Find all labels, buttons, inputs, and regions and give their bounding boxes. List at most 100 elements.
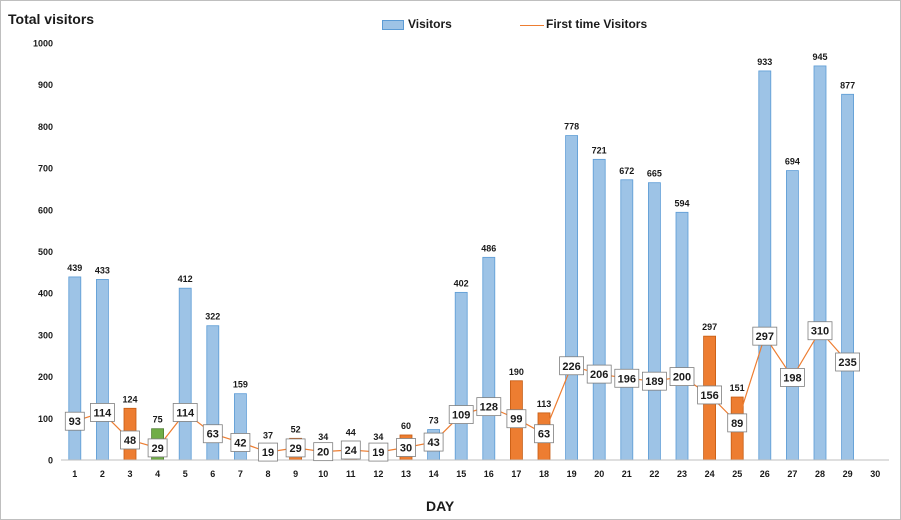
legend-swatch-visitors [382, 20, 404, 30]
bar-visitors [620, 179, 634, 461]
bar-value-label: 721 [592, 145, 607, 155]
bar-visitors [758, 70, 772, 461]
line-label-box [285, 438, 306, 458]
bar-value-label: 151 [730, 383, 745, 393]
line-label-box [313, 442, 334, 462]
line-value-label: 93 [69, 416, 81, 428]
line-value-label: 48 [124, 435, 136, 447]
bar-value-label: 75 [153, 415, 163, 425]
line-label-box [476, 397, 502, 417]
bar-value-label: 73 [429, 416, 439, 426]
bar-value-label: 297 [702, 322, 717, 332]
x-tick-label: 2 [100, 469, 105, 479]
y-tick-label: 200 [38, 372, 53, 382]
line-label-box [120, 430, 140, 450]
line-value-label: 89 [731, 418, 743, 430]
bar-visitors [482, 256, 496, 461]
line-label-box [614, 368, 640, 388]
line-label-box [368, 442, 389, 462]
line-value-label: 156 [700, 390, 718, 402]
bar-value-label: 665 [647, 169, 662, 179]
line-label-box [835, 352, 860, 372]
line-label-box [780, 368, 805, 387]
x-tick-label: 27 [787, 469, 797, 479]
line-label-box [534, 424, 554, 444]
bar-visitors [675, 211, 689, 461]
line-label-box [258, 442, 278, 462]
x-tick-label: 12 [373, 469, 383, 479]
y-tick-label: 900 [38, 80, 53, 90]
line-value-label: 206 [590, 369, 608, 381]
x-tick-label: 23 [677, 469, 687, 479]
line-value-label: 128 [480, 402, 498, 414]
bar-visitors [813, 65, 827, 461]
bar-value-label: 433 [95, 265, 110, 275]
x-tick-label: 7 [238, 469, 243, 479]
bar-visitors [178, 287, 192, 461]
bar-value-label: 877 [840, 80, 855, 90]
bar-value-label: 113 [537, 399, 552, 409]
line-label-box [586, 364, 612, 384]
line-value-label: 42 [234, 437, 246, 449]
y-tick-label: 300 [38, 330, 53, 340]
y-tick-label: 500 [38, 247, 53, 257]
bar-visitors [68, 276, 82, 461]
line-value-label: 19 [372, 447, 384, 459]
line-value-label: 114 [94, 407, 113, 419]
bar-value-label: 34 [318, 432, 328, 442]
x-tick-label: 6 [210, 469, 215, 479]
line-label-box [230, 433, 251, 452]
bar-value-label: 402 [454, 278, 469, 288]
x-tick-label: 28 [815, 469, 825, 479]
line-value-label: 114 [176, 407, 195, 419]
line-label-box [752, 326, 778, 346]
bar-value-label: 60 [401, 421, 411, 431]
y-tick-label: 600 [38, 205, 53, 215]
line-label-box [64, 411, 85, 431]
bar-visitors [648, 182, 661, 461]
bar-value-label: 439 [67, 263, 82, 273]
line-label-box [807, 321, 833, 341]
x-tick-label: 1 [72, 469, 77, 479]
line-value-label: 99 [510, 414, 522, 426]
line-value-label: 24 [345, 445, 358, 457]
x-tick-label: 10 [318, 469, 328, 479]
line-value-label: 235 [838, 357, 856, 369]
line-label-box [396, 438, 416, 457]
line-value-label: 198 [783, 372, 801, 384]
bar-value-label: 778 [564, 122, 579, 132]
line-value-label: 29 [151, 443, 163, 455]
line-value-label: 310 [811, 326, 829, 338]
legend-label-first-time: First time Visitors [546, 17, 648, 31]
x-tick-label: 9 [293, 469, 298, 479]
x-tick-label: 25 [732, 469, 742, 479]
line-value-label: 20 [317, 447, 329, 459]
bar-value-label: 44 [346, 428, 356, 438]
line-label-box [697, 385, 722, 405]
line-label-box [669, 367, 695, 387]
line-label-box [172, 403, 198, 422]
y-tick-label: 800 [38, 122, 53, 132]
line-value-label: 200 [673, 372, 691, 384]
bar-value-label: 37 [263, 431, 273, 441]
bar-value-label: 945 [812, 52, 827, 62]
y-tick-label: 700 [38, 164, 53, 174]
bar-value-label: 594 [674, 198, 689, 208]
line-label-box [340, 440, 361, 460]
x-tick-label: 15 [456, 469, 466, 479]
x-tick-label: 14 [429, 469, 439, 479]
x-tick-label: 11 [346, 469, 356, 479]
bar-value-label: 694 [785, 157, 800, 167]
line-value-label: 297 [756, 331, 774, 343]
line-value-label: 226 [562, 361, 580, 373]
line-value-label: 63 [538, 429, 550, 441]
x-tick-label: 16 [484, 469, 494, 479]
legend-label-visitors: Visitors [408, 17, 452, 31]
bar-value-label: 672 [619, 166, 634, 176]
bar-value-label: 933 [757, 57, 772, 67]
bar-visitors [454, 291, 468, 461]
x-tick-label: 21 [622, 469, 632, 479]
line-label-box [642, 371, 667, 391]
x-tick-label: 24 [705, 469, 715, 479]
